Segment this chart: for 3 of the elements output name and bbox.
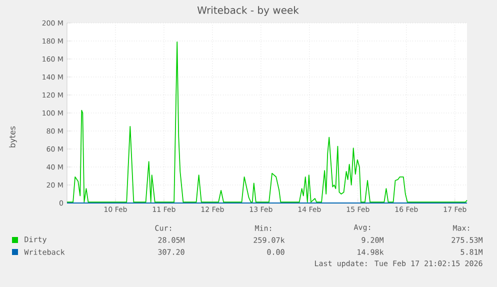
y-axis-title: bytes [9, 126, 17, 148]
chart-title: Writeback - by week [197, 6, 299, 16]
line-series [66, 41, 468, 203]
